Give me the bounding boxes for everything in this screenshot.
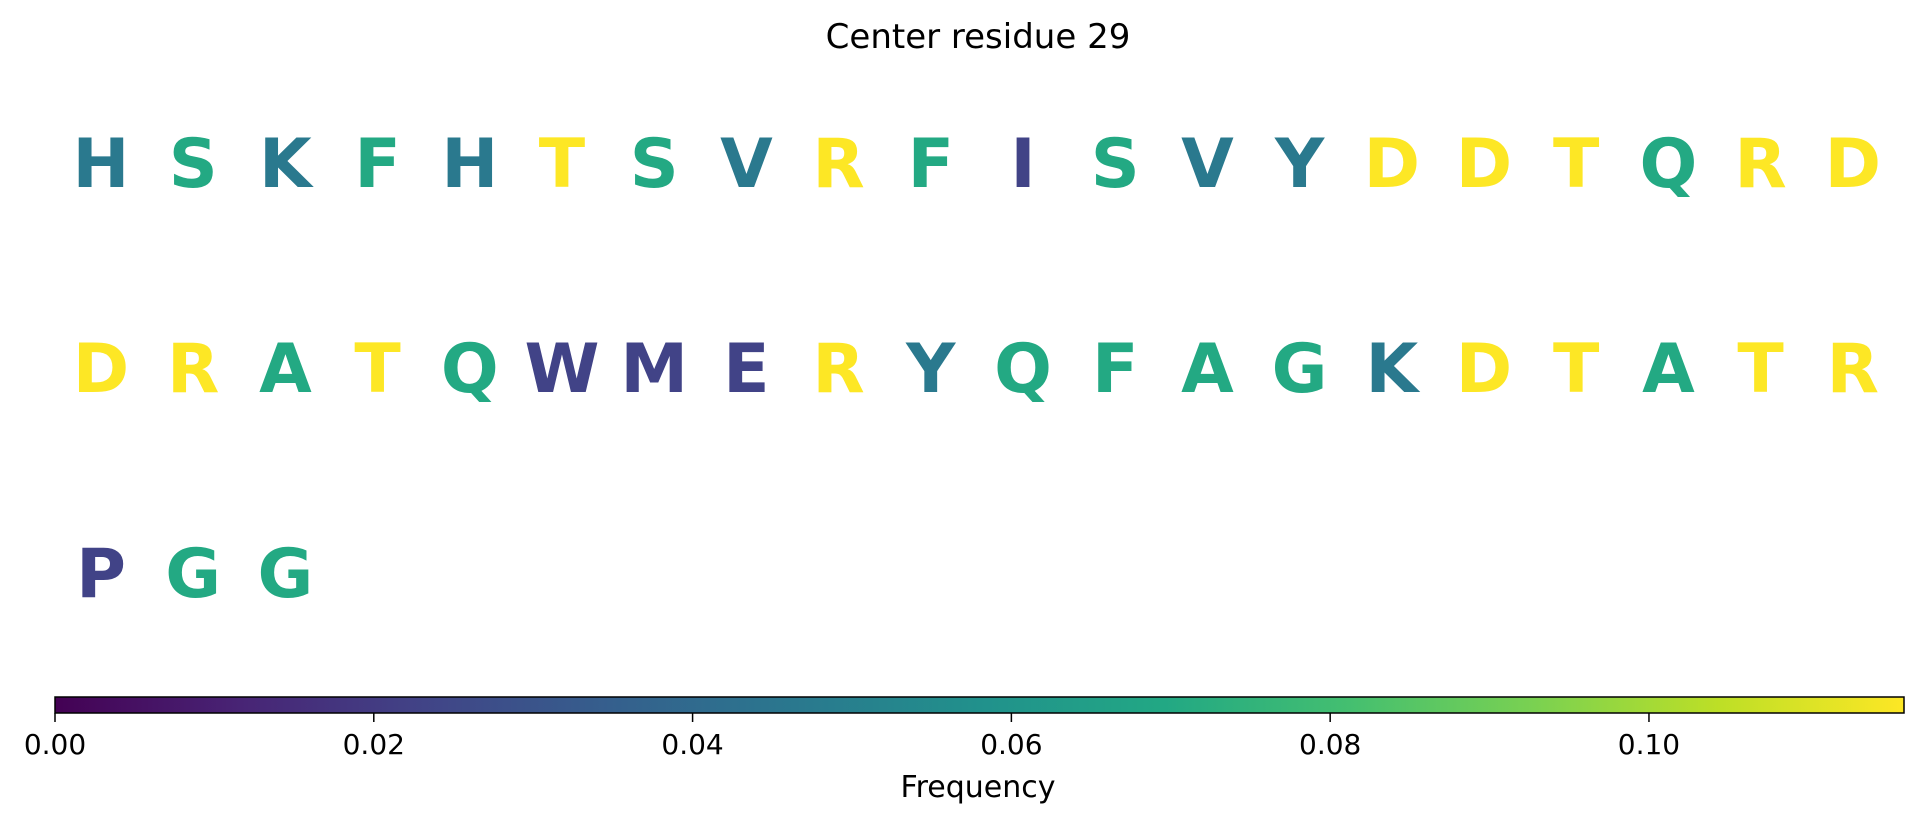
residue-letter: R (812, 330, 864, 409)
colorbar-tick-label: 0.00 (24, 728, 86, 761)
residue-letter: Y (905, 330, 956, 409)
residue-letter: W (524, 330, 599, 409)
residue-letter: T (1553, 330, 1600, 409)
residue-letter: A (259, 330, 312, 409)
residue-letter: P (76, 535, 126, 614)
residue-letter: Q (441, 330, 499, 409)
residue-letter: H (73, 125, 130, 204)
residue-letter: G (165, 535, 221, 614)
residue-letter: D (1825, 125, 1881, 204)
colorbar-label: Frequency (901, 770, 1056, 805)
residue-letter: D (1456, 330, 1512, 409)
residue-letter: D (1456, 125, 1512, 204)
colorbar: 0.00 0.02 0.04 0.06 0.08 0.10 Frequency (24, 696, 1905, 805)
residue-letter: S (1091, 125, 1140, 204)
residue-letter: K (259, 125, 314, 204)
residue-letter: Y (1274, 125, 1325, 204)
residue-letter: I (1010, 125, 1035, 204)
residue-letter: R (167, 330, 219, 409)
residue-letter: T (354, 330, 401, 409)
residue-letter: H (441, 125, 498, 204)
colorbar-tick-label: 0.10 (1618, 728, 1680, 761)
residue-letter: K (1365, 330, 1420, 409)
residue-letter: R (812, 125, 864, 204)
residue-letter: F (908, 125, 954, 204)
residue-letter: R (1827, 330, 1879, 409)
colorbar-ticks: 0.00 0.02 0.04 0.06 0.08 0.10 (24, 713, 1680, 761)
residue-letter: F (354, 125, 400, 204)
residue-letter: T (1553, 125, 1600, 204)
residue-letter: E (723, 330, 769, 409)
residue-letter: A (1181, 330, 1234, 409)
residue-letter: R (1734, 125, 1786, 204)
residue-letter: T (1737, 330, 1784, 409)
residue-letter: M (620, 330, 688, 409)
colorbar-tick-label: 0.08 (1299, 728, 1361, 761)
residue-letter: G (257, 535, 313, 614)
residue-letter: S (169, 125, 218, 204)
residue-letter: D (73, 330, 129, 409)
residue-letter: Q (994, 330, 1052, 409)
residue-letter: Q (1639, 125, 1697, 204)
residue-letter: A (1642, 330, 1695, 409)
colorbar-gradient (54, 696, 1905, 714)
colorbar-tick-label: 0.02 (343, 728, 405, 761)
colorbar-tick-label: 0.06 (980, 728, 1042, 761)
colorbar-tick-label: 0.04 (661, 728, 723, 761)
residue-letter: T (539, 125, 586, 204)
residue-grid: H S K F H T S V R F I S V Y D D T Q R DD R A T Q W M E R Y Q F A G K D T A T R… (73, 125, 1881, 614)
residue-letter: V (720, 125, 773, 204)
residue-letter: F (1092, 330, 1138, 409)
residue-letter: G (1272, 330, 1328, 409)
residue-letter: S (630, 125, 679, 204)
residue-letter: D (1364, 125, 1420, 204)
chart-title: Center residue 29 (826, 17, 1131, 57)
residue-letter: V (1181, 125, 1234, 204)
